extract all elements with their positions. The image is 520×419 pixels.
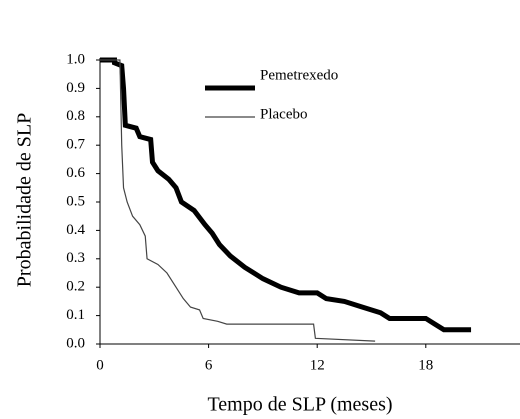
y-tick-label: 0.9: [66, 80, 85, 96]
x-tick-label: 0: [96, 357, 104, 373]
x-axis-title: Tempo de SLP (meses): [207, 394, 392, 416]
x-tick-label: 6: [205, 357, 213, 373]
y-tick-label: 0.5: [66, 193, 85, 209]
series-line: [100, 57, 472, 333]
y-tick-label: 1.0: [66, 51, 85, 67]
y-tick-label: 0.8: [66, 108, 85, 124]
y-tick-label: 0.4: [66, 222, 85, 238]
series-line: [100, 59, 376, 342]
y-tick-label: 0.7: [66, 137, 85, 153]
x-tick-label: 18: [418, 357, 433, 373]
y-tick-label: 0.0: [66, 335, 85, 351]
y-tick-label: 0.6: [66, 165, 85, 181]
legend-label: Pemetrexedo: [260, 67, 338, 83]
y-tick-label: 0.1: [66, 307, 85, 323]
x-tick-label: 12: [310, 357, 325, 373]
y-tick-label: 0.2: [66, 279, 85, 295]
y-tick-label: 0.3: [66, 250, 85, 266]
y-axis-title: Probabilidade de SLP: [14, 113, 36, 287]
legend-label: Placebo: [260, 106, 307, 122]
